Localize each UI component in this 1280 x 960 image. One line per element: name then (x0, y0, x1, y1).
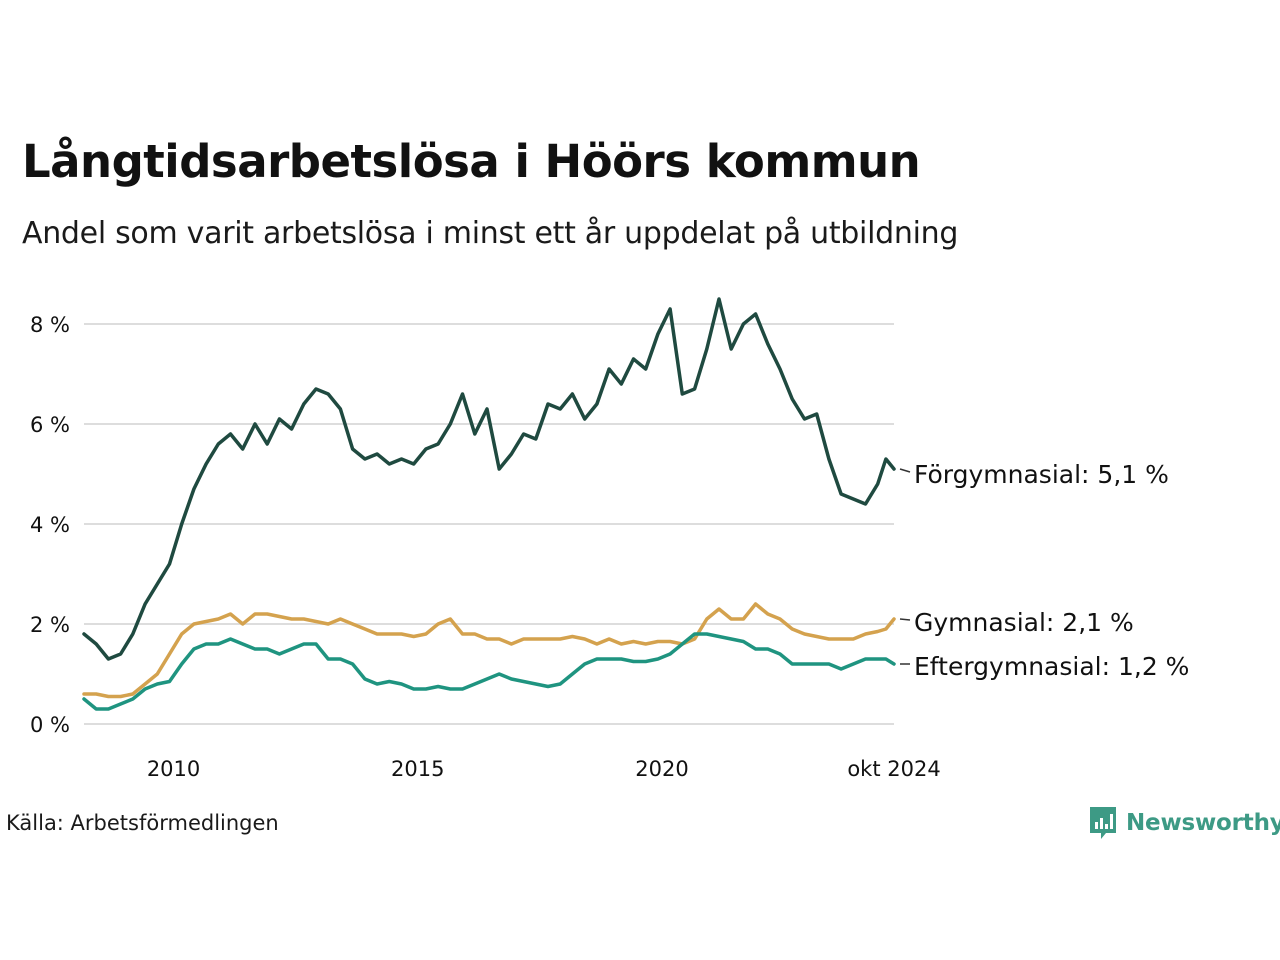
y-axis-ticks: 0 % 2 % 4 % 6 % 8 % (30, 313, 70, 737)
x-axis-ticks: 2010 2015 2020 okt 2024 (147, 757, 941, 781)
series-line-gymnasial (82, 602, 896, 699)
x-tick-label: 2010 (147, 757, 200, 781)
y-tick-label: 2 % (30, 613, 70, 637)
label-leader-line (899, 618, 911, 621)
series-lines (82, 297, 896, 711)
series-end-label: Eftergymnasial: 1,2 % (914, 652, 1189, 681)
source-note: Källa: Arbetsförmedlingen (6, 811, 279, 835)
series-end-label: Gymnasial: 2,1 % (914, 608, 1134, 637)
y-tick-label: 4 % (30, 513, 70, 537)
series-end-labels: Förgymnasial: 5,1 % Gymnasial: 2,1 % Efter… (899, 460, 1189, 681)
x-tick-label: 2015 (391, 757, 444, 781)
grid-lines (84, 323, 894, 725)
chart-title: Långtidsarbetslösa i Höörs kommun (22, 135, 921, 188)
brand-name: Newsworthy (1126, 810, 1280, 836)
label-leader-line (899, 468, 911, 473)
x-tick-label: 2020 (635, 757, 688, 781)
series-line-förgymnasial (82, 297, 896, 661)
chart-subtitle: Andel som varit arbetslösa i minst ett å… (22, 216, 959, 251)
x-tick-label: okt 2024 (847, 757, 940, 781)
y-tick-label: 0 % (30, 713, 70, 737)
brand-logo: Newsworthy (1088, 803, 1280, 843)
y-tick-label: 6 % (30, 413, 70, 437)
newsworthy-logo-icon (1090, 807, 1116, 839)
series-line-eftergymnasial (82, 632, 896, 711)
series-end-label: Förgymnasial: 5,1 % (914, 460, 1169, 489)
y-tick-label: 8 % (30, 313, 70, 337)
